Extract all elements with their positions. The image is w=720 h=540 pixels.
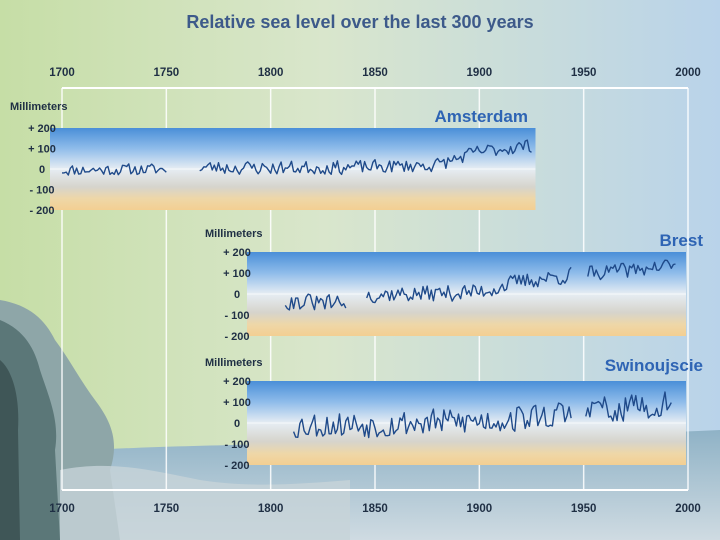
- y-tick-label: - 100: [224, 310, 249, 322]
- series-line-brest-segment-2: [366, 266, 572, 304]
- series-line-amsterdam-segment-1: [62, 163, 167, 176]
- y-tick-label: + 200: [28, 123, 56, 135]
- top-year-label-1800: 1800: [258, 67, 284, 79]
- series-line-brest-segment-3: [587, 259, 676, 281]
- chart-title: Relative sea level over the last 300 yea…: [186, 12, 533, 32]
- city-label-amsterdam: Amsterdam: [434, 107, 528, 126]
- y-tick-label: + 200: [223, 376, 251, 388]
- cliff-dark: [0, 360, 20, 540]
- top-year-label-1950: 1950: [571, 67, 597, 79]
- beach-rocks: [60, 465, 350, 540]
- city-label-brest: Brest: [660, 231, 704, 250]
- top-year-label-1850: 1850: [362, 67, 388, 79]
- top-year-label-1750: 1750: [154, 67, 180, 79]
- y-tick-label: - 200: [224, 460, 249, 472]
- series-line-swinoujscie-segment-2: [585, 391, 672, 422]
- bottom-year-label-1850: 1850: [362, 503, 388, 515]
- bottom-year-label-1900: 1900: [467, 503, 493, 515]
- series-line-brest-segment-1: [284, 293, 347, 311]
- bottom-year-label-1700: 1700: [49, 503, 75, 515]
- top-year-label-1700: 1700: [49, 67, 75, 79]
- panel-swinoujscie: Millimeters + 200 + 100 0 - 100 - 200 Swinoujs…: [205, 356, 703, 472]
- y-axis-title: Millimeters: [205, 228, 262, 240]
- bottom-year-label-2000: 2000: [675, 503, 701, 515]
- bottom-year-label-1800: 1800: [258, 503, 284, 515]
- series-line-swinoujscie-segment-1: [292, 402, 572, 439]
- y-tick-label: - 200: [224, 331, 249, 343]
- top-year-label-2000: 2000: [675, 67, 701, 79]
- y-tick-label: 0: [234, 289, 240, 301]
- top-year-label-1900: 1900: [467, 67, 493, 79]
- y-tick-label: 0: [39, 164, 45, 176]
- y-tick-label: + 100: [223, 397, 251, 409]
- y-tick-label: 0: [234, 418, 240, 430]
- y-tick-label: + 100: [28, 144, 56, 156]
- city-label-swinoujscie: Swinoujscie: [605, 356, 703, 375]
- bottom-year-label-1750: 1750: [154, 503, 180, 515]
- y-axis-title: Millimeters: [10, 101, 67, 113]
- panel-brest: Millimeters + 200 + 100 0 - 100 - 200 Brest: [205, 228, 703, 343]
- panels: Millimeters + 200 + 100 0 - 100 - 200 Amsterda…: [10, 101, 703, 472]
- series-line-amsterdam-segment-2: [199, 139, 532, 176]
- y-tick-label: - 100: [224, 439, 249, 451]
- panel-amsterdam: Millimeters + 200 + 100 0 - 100 - 200 Amsterda…: [10, 101, 536, 217]
- y-axis-title: Millimeters: [205, 357, 262, 369]
- y-tick-label: + 100: [223, 268, 251, 280]
- bottom-year-ticks: 1700 1750 1800 1850 1900 1950 2000: [49, 503, 701, 515]
- y-tick-label: - 100: [29, 185, 54, 197]
- top-year-ticks: 1700 1750 1800 1850 1900 1950 2000: [49, 67, 701, 79]
- y-tick-label: + 200: [223, 247, 251, 259]
- y-tick-label: - 200: [29, 205, 54, 217]
- bottom-year-label-1950: 1950: [571, 503, 597, 515]
